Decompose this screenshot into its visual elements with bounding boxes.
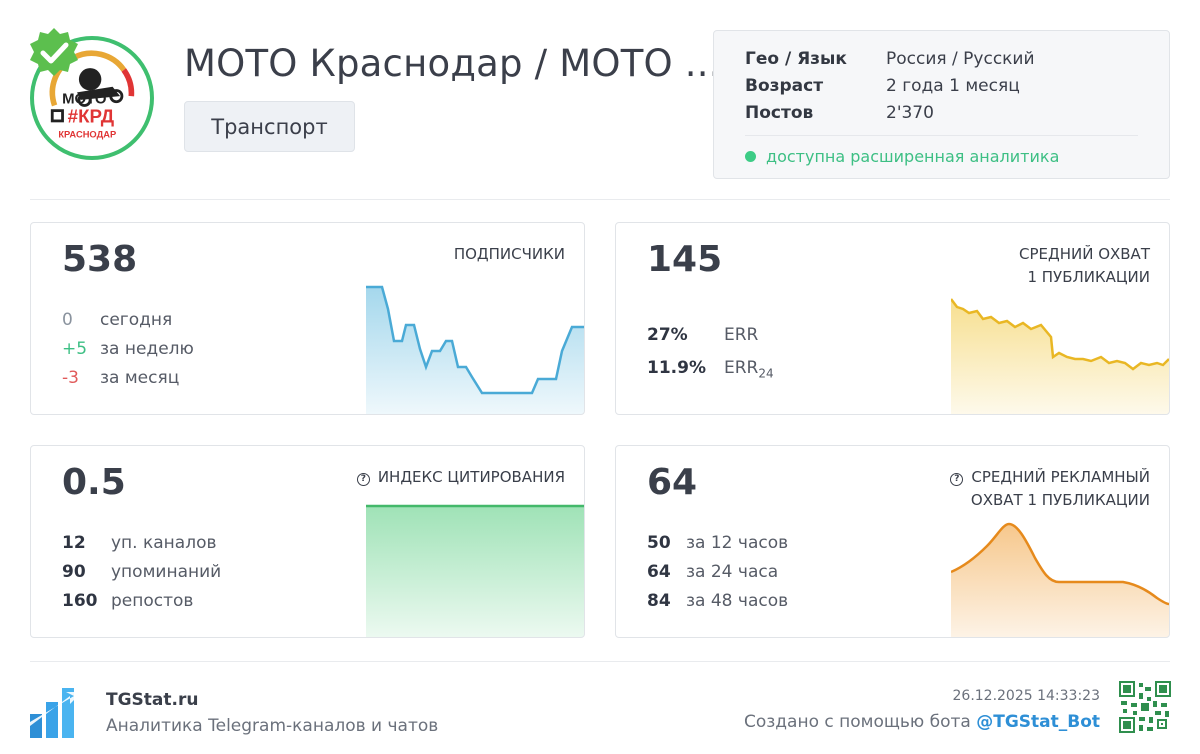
stat-row: 12 уп. каналов (62, 533, 217, 553)
info-key: Гео / Язык (745, 49, 847, 69)
help-icon[interactable]: ? (356, 473, 370, 486)
footer-created-by: Создано с помощью бота (743, 712, 971, 732)
avg-reach-label: СРЕДНИЙ ОХВАТ 1 ПУБЛИКАЦИИ (1019, 243, 1150, 289)
avg-reach-label-line1: СРЕДНИЙ ОХВАТ (1018, 245, 1150, 263)
avg-reach-value: 145 (647, 239, 723, 280)
stat-label: сегодня (100, 310, 173, 330)
footer-timestamp: 26.12.2025 14:33:23 (952, 688, 1101, 704)
stat-row: 0 сегодня (62, 310, 172, 330)
ad-reach-card[interactable]: 64 ? СРЕДНИЙ РЕКЛАМНЫЙ ОХВАТ 1 ПУБЛИКАЦИИ… (615, 445, 1170, 638)
stat-value-month: -3 (62, 368, 79, 388)
stat-value: 160 (62, 591, 98, 611)
stat-value-today: 0 (62, 310, 73, 330)
stat-label: за 24 часа (686, 562, 779, 582)
stat-value: 84 (647, 591, 671, 611)
subscribers-sparkline (366, 279, 584, 414)
bot-link[interactable]: @TGStat_Bot (976, 712, 1100, 732)
stat-label: за 12 часов (686, 533, 789, 553)
subscribers-card[interactable]: 538 ПОДПИСЧИКИ 0 сегодня +5 за неделю -3… (30, 222, 585, 415)
logo-text-top: МОТО (62, 91, 106, 108)
logo-text-middle: #КРД (68, 105, 114, 126)
channel-title: МОТО Краснодар / МОТО ... (184, 42, 721, 85)
ad-reach-label-line1: СРЕДНИЙ РЕКЛАМНЫЙ (971, 468, 1150, 486)
stat-row: +5 за неделю (62, 339, 194, 359)
divider (30, 661, 1170, 662)
analytics-status-text: доступна расширенная аналитика (766, 147, 1060, 166)
info-row-age: Возраст 2 года 1 месяц (745, 76, 1020, 96)
info-row-geo: Гео / Язык Россия / Русский (745, 49, 1035, 69)
ad-reach-label: ? СРЕДНИЙ РЕКЛАМНЫЙ ОХВАТ 1 ПУБЛИКАЦИИ (950, 466, 1150, 512)
stat-value: 90 (62, 562, 86, 582)
stat-value: 12 (62, 533, 86, 553)
divider (745, 135, 1138, 136)
info-row-posts: Постов 2'370 (745, 103, 934, 123)
stat-label: уп. каналов (111, 533, 217, 553)
status-dot-icon (745, 151, 756, 162)
stat-row: -3 за месяц (62, 368, 179, 388)
citation-index-value: 0.5 (62, 462, 126, 503)
citation-index-label: ? ИНДЕКС ЦИТИРОВАНИЯ (356, 466, 565, 489)
info-key: Возраст (745, 76, 824, 96)
stat-value: 50 (647, 533, 671, 553)
stat-label: за 48 часов (686, 591, 789, 611)
category-button[interactable]: Транспорт (184, 101, 355, 152)
err24-row: 11.9% ERR24 (647, 358, 774, 380)
channel-info-panel: Гео / Язык Россия / Русский Возраст 2 го… (713, 30, 1170, 179)
stat-value-week: +5 (62, 339, 88, 359)
ad-reach-value: 64 (647, 462, 698, 503)
qr-code-icon (1119, 681, 1171, 733)
stat-value: 64 (647, 562, 671, 582)
err24-label-main: ERR (724, 358, 759, 378)
check-badge-icon (26, 26, 82, 82)
channel-avatar: МОТО #КРД КРАСНОДАР (30, 36, 154, 160)
citation-index-card[interactable]: 0.5 ? ИНДЕКС ЦИТИРОВАНИЯ 12 уп. каналов 9… (30, 445, 585, 638)
err-label: ERR (724, 325, 759, 345)
subscribers-count: 538 (62, 239, 138, 280)
info-value: 2'370 (886, 103, 934, 123)
footer-site-name[interactable]: TGStat.ru (106, 690, 199, 710)
info-key: Постов (745, 103, 814, 123)
err24-label-sub: 24 (758, 366, 774, 381)
stat-row: 160 репостов (62, 591, 193, 611)
stat-row: 84 за 48 часов (647, 591, 788, 611)
help-icon[interactable]: ? (950, 473, 964, 486)
citation-index-sparkline (366, 502, 584, 637)
stat-row: 64 за 24 часа (647, 562, 778, 582)
err24-label: ERR24 (724, 358, 774, 380)
avg-reach-card[interactable]: 145 СРЕДНИЙ ОХВАТ 1 ПУБЛИКАЦИИ 27% ERR 1… (615, 222, 1170, 415)
avg-reach-label-line2: 1 ПУБЛИКАЦИИ (1027, 268, 1150, 286)
stat-label: упоминаний (111, 562, 222, 582)
err-value: 27% (647, 325, 688, 345)
err-row: 27% ERR (647, 325, 758, 345)
avg-reach-sparkline (951, 279, 1169, 414)
stat-label: за месяц (100, 368, 180, 388)
info-value: Россия / Русский (886, 49, 1035, 69)
ad-reach-label-line2: ОХВАТ 1 ПУБЛИКАЦИИ (970, 491, 1150, 509)
divider (30, 199, 1170, 200)
footer-bot-line: Создано с помощью бота @TGStat_Bot (744, 712, 1100, 732)
logo-text-bottom: КРАСНОДАР (58, 129, 116, 139)
footer-description: Аналитика Telegram-каналов и чатов (106, 716, 439, 736)
stat-row: 50 за 12 часов (647, 533, 788, 553)
citation-index-label-text: ИНДЕКС ЦИТИРОВАНИЯ (377, 468, 565, 486)
analytics-status: доступна расширенная аналитика (745, 147, 1059, 166)
stat-row: 90 упоминаний (62, 562, 221, 582)
ad-reach-sparkline (951, 502, 1169, 637)
subscribers-label: ПОДПИСЧИКИ (453, 245, 565, 263)
err24-value: 11.9% (647, 358, 706, 378)
stat-label: за неделю (100, 339, 194, 359)
tgstat-logo-icon[interactable] (30, 688, 82, 738)
stat-label: репостов (111, 591, 194, 611)
info-value: 2 года 1 месяц (886, 76, 1020, 96)
